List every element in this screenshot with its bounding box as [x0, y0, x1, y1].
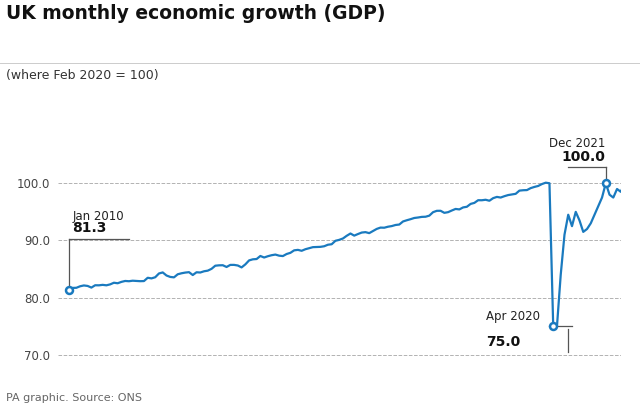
Text: Apr 2020: Apr 2020	[486, 311, 540, 324]
Text: Dec 2021: Dec 2021	[549, 137, 606, 150]
Text: (where Feb 2020 = 100): (where Feb 2020 = 100)	[6, 69, 159, 82]
Text: 100.0: 100.0	[562, 150, 606, 164]
Text: 81.3: 81.3	[72, 221, 107, 235]
Text: UK monthly economic growth (GDP): UK monthly economic growth (GDP)	[6, 4, 386, 23]
Text: Jan 2010: Jan 2010	[72, 210, 124, 223]
Text: 75.0: 75.0	[486, 335, 520, 349]
Text: PA graphic. Source: ONS: PA graphic. Source: ONS	[6, 393, 143, 403]
